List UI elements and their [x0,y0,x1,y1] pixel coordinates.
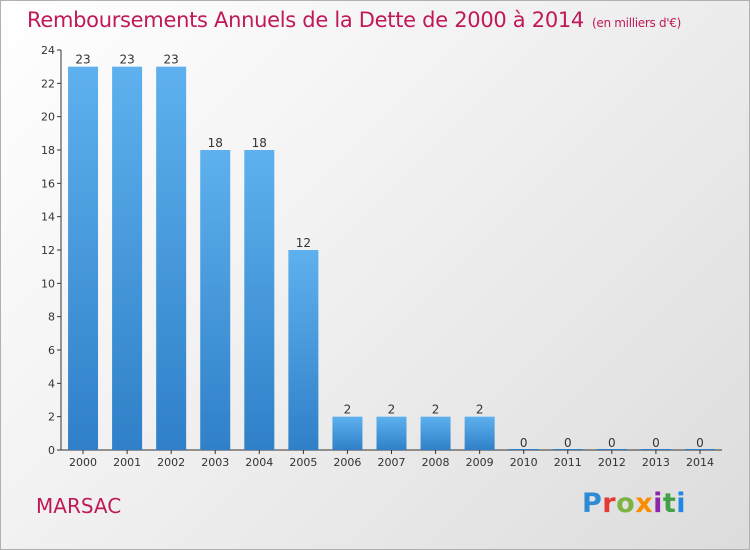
x-tick-label: 2006 [333,456,361,469]
y-tick-label: 20 [41,111,55,124]
x-tick-label: 2001 [113,456,141,469]
bar [68,66,99,451]
x-tick-label: 2004 [245,456,273,469]
x-tick-label: 2010 [510,456,538,469]
commune-name: MARSAC [36,494,122,518]
data-label: 2 [388,403,396,417]
x-tick-label: 2011 [554,456,582,469]
x-tick-label: 2013 [642,456,670,469]
x-tick-label: 2005 [289,456,317,469]
bar [244,150,275,450]
chart-title: Remboursements Annuels de la Dette de 20… [27,8,681,32]
data-label: 0 [696,436,704,450]
bar [156,66,187,451]
proxiti-logo: Proxiti [582,488,686,519]
y-tick-label: 6 [48,344,55,357]
x-tick-label: 2008 [422,456,450,469]
x-tick-label: 2002 [157,456,185,469]
bar [288,250,319,450]
logo-letter: i [653,488,663,519]
x-tick-label: 2014 [686,456,714,469]
y-tick-label: 4 [48,377,55,390]
bars [68,66,715,451]
logo-letter: P [582,488,603,519]
data-label: 23 [164,53,179,67]
value-labels: 23 23 23 18 18 12 2 2 2 2 0 0 0 0 0 [75,53,703,450]
data-label: 23 [119,53,134,67]
data-label: 18 [252,136,267,150]
bar [420,416,451,450]
bar [200,150,231,450]
x-tick-label: 2000 [69,456,97,469]
y-tick-label: 22 [41,77,55,90]
title-text: Remboursements Annuels de la Dette de 20… [27,8,584,32]
y-tick-label: 16 [41,177,55,190]
x-tick-label: 2012 [598,456,626,469]
logo-letter: o [616,488,636,519]
bar [112,66,143,451]
y-tick-label: 14 [41,211,55,224]
data-label: 23 [75,53,90,67]
x-tick-label: 2007 [378,456,406,469]
bar [376,416,407,450]
data-label: 2 [344,403,352,417]
logo-letter: t [662,488,677,519]
x-tick-label: 2003 [201,456,229,469]
data-label: 0 [652,436,660,450]
data-label: 0 [520,436,528,450]
logo-letter: i [676,488,687,519]
data-label: 12 [296,236,311,250]
y-tick-label: 2 [48,411,55,424]
y-tick-label: 0 [48,444,55,457]
y-tick-label: 12 [41,244,55,257]
bar [332,416,363,450]
bar [552,449,583,450]
data-label: 2 [432,403,440,417]
y-tick-label: 18 [41,144,55,157]
logo-letter: r [602,488,617,519]
y-tick-label: 10 [41,277,55,290]
data-label: 18 [208,136,223,150]
data-label: 2 [476,403,484,417]
bar [508,449,539,450]
bar [464,416,495,450]
bar [640,449,671,450]
y-tick-label: 8 [48,311,55,324]
x-tick-label: 2009 [466,456,494,469]
data-label: 0 [564,436,572,450]
unit-label: (en milliers d'€) [592,16,682,30]
logo-letter: x [635,488,654,519]
bar [596,449,627,450]
bar [684,449,715,450]
y-tick-label: 24 [41,44,55,57]
data-label: 0 [608,436,616,450]
